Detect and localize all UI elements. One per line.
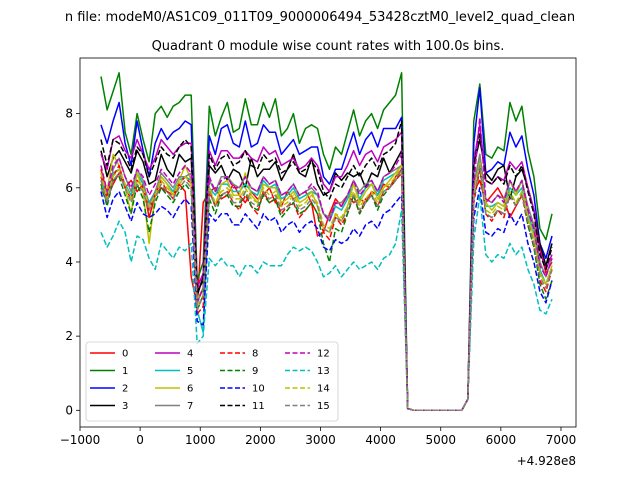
x-tick-label: 7000 <box>546 433 577 447</box>
legend-label-2: 2 <box>122 384 128 395</box>
x-tick-label: 3000 <box>305 433 336 447</box>
x-tick-label: −1000 <box>60 433 101 447</box>
plot-frame <box>79 57 577 428</box>
series-line-7 <box>100 153 553 412</box>
x-tick-label: 6000 <box>486 433 517 447</box>
legend-label-3: 3 <box>122 401 128 412</box>
series-line-11 <box>100 120 553 412</box>
series-line-14 <box>100 161 553 412</box>
legend-label-13: 13 <box>317 366 330 377</box>
series-line-1 <box>100 72 553 412</box>
x-tick-label: 0 <box>136 433 144 447</box>
legend-label-8: 8 <box>252 349 258 360</box>
x-offset-label: +4.928e8 <box>517 454 576 468</box>
y-tick-label: 8 <box>65 107 73 121</box>
legend-label-14: 14 <box>317 384 330 395</box>
x-tick-label: 4000 <box>365 433 396 447</box>
x-tick-label: 5000 <box>425 433 456 447</box>
x-tick-label: 1000 <box>185 433 216 447</box>
series-line-12 <box>100 116 553 412</box>
y-tick-label: 6 <box>65 181 73 195</box>
x-tick-label: 2000 <box>245 433 276 447</box>
legend-label-0: 0 <box>122 349 128 360</box>
legend-label-12: 12 <box>317 349 330 360</box>
legend-label-11: 11 <box>252 401 265 412</box>
y-axis: 0 2 4 6 8 <box>65 107 80 417</box>
series-line-10 <box>100 187 553 412</box>
series-line-2 <box>100 86 553 412</box>
chart-title: Quadrant 0 module wise count rates with … <box>152 39 505 54</box>
legend-box <box>85 341 339 422</box>
legend-label-9: 9 <box>252 366 258 377</box>
legend-label-7: 7 <box>187 401 193 412</box>
figure-suptitle: n file: modeM0/AS1C09_011T09_9000006494_… <box>65 10 575 25</box>
legend-label-5: 5 <box>187 366 193 377</box>
legend-label-15: 15 <box>317 401 330 412</box>
y-tick-label: 4 <box>65 255 73 269</box>
x-axis: −1000 0 1000 2000 3000 4000 5000 6000 7000 <box>60 427 577 447</box>
legend-label-4: 4 <box>187 349 193 360</box>
legend-label-6: 6 <box>187 384 193 395</box>
plot-lines <box>100 72 553 412</box>
series-line-15 <box>100 164 553 412</box>
y-tick-label: 2 <box>65 329 73 343</box>
legend-label-1: 1 <box>122 366 128 377</box>
y-tick-label: 0 <box>65 403 73 417</box>
legend-label-10: 10 <box>252 384 265 395</box>
